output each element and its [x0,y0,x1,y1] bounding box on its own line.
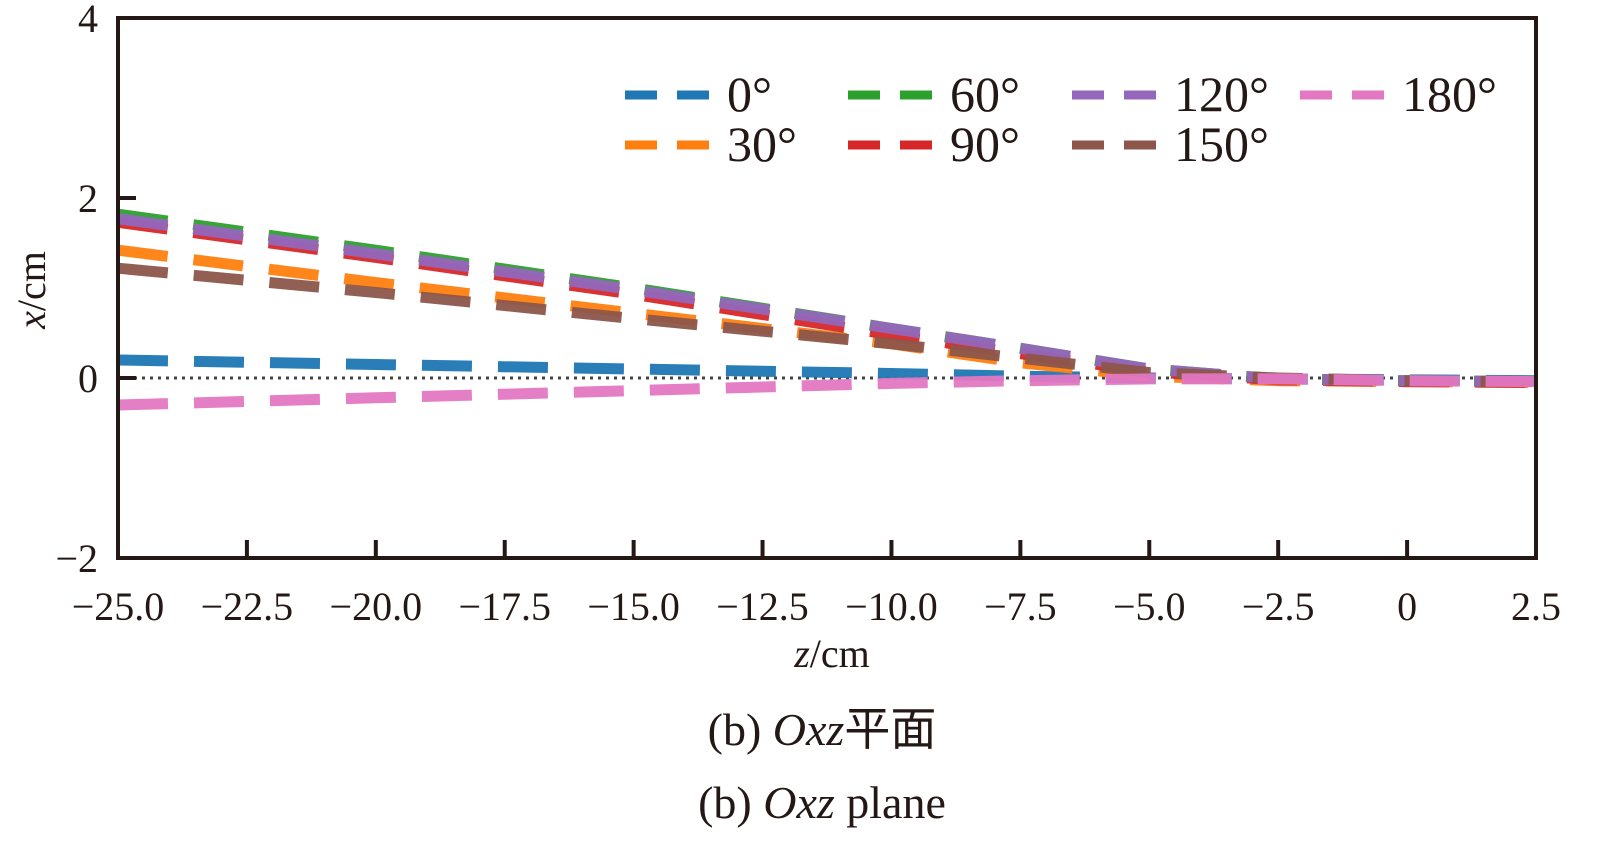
x-tick-label: −25.0 [72,584,165,629]
x-tick-label: 0 [1397,584,1417,629]
series-line-90deg [117,216,1537,388]
series-line-180deg [117,373,1537,411]
legend-label: 0° [727,66,772,122]
legend-label: 150° [1174,116,1269,172]
y-tick-label: 2 [78,176,98,221]
legend-label: 120° [1174,66,1269,122]
x-tick-label: −20.0 [330,584,423,629]
legend: 0°30° 60°90° 120°150° 180° [625,66,1497,172]
legend-label: 90° [950,116,1020,172]
caption-english: (b) Oxz plane [698,777,946,828]
y-tick-label: 0 [78,356,98,401]
x-tick-label: −10.0 [845,584,938,629]
x-tick-label: −15.0 [587,584,680,629]
x-tick-label: −7.5 [984,584,1057,629]
x-tick-label: −5.0 [1113,584,1186,629]
x-axis-label: z/cm [793,631,870,676]
x-tick-label: −17.5 [458,584,551,629]
x-tick-label: −2.5 [1242,584,1315,629]
x-tick-label: −12.5 [716,584,809,629]
legend-label: 60° [950,66,1020,122]
legend-label: 180° [1402,66,1497,122]
y-tick-label: 4 [78,0,98,41]
y-axis-label: x/cm [9,251,54,330]
series-line-120deg [117,213,1537,388]
legend-label: 30° [727,116,797,172]
x-tick-label: 2.5 [1511,584,1561,629]
x-tick-label: −22.5 [201,584,294,629]
caption-chinese: (b) Oxz平面 [708,704,937,755]
series-line-60deg [117,208,1537,388]
axis-ticks: −25.0 −22.5 −20.0 −17.5 −15.0 −12.5 −10.0 −7.5−… [55,0,1561,629]
y-tick-label: −2 [55,536,98,581]
plot-frame [116,16,1538,560]
plot-area [116,16,1538,560]
